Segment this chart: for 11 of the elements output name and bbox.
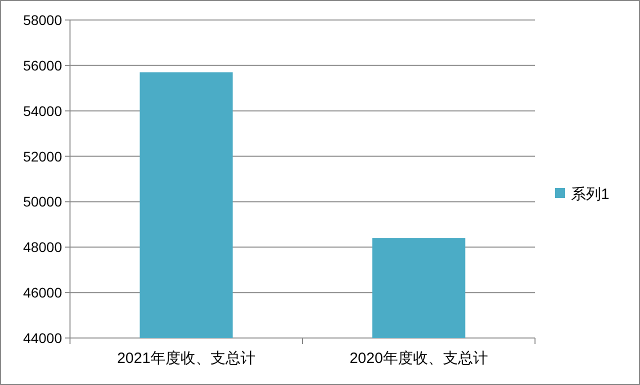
x-tick-label: 2020年度收、支总计 [350,350,488,367]
x-tick-label: 2021年度收、支总计 [117,350,256,367]
y-tick-label: 48000 [23,239,62,256]
y-tick-label: 52000 [23,148,62,164]
y-tick-label: 46000 [23,284,62,301]
y-tick-label: 56000 [23,57,62,74]
legend-label: 系列1 [571,186,610,203]
y-tick-label: 54000 [23,102,62,119]
y-tick-label: 44000 [23,330,62,346]
y-tick-label: 50000 [23,194,62,210]
y-tick-label: 58000 [23,12,62,28]
